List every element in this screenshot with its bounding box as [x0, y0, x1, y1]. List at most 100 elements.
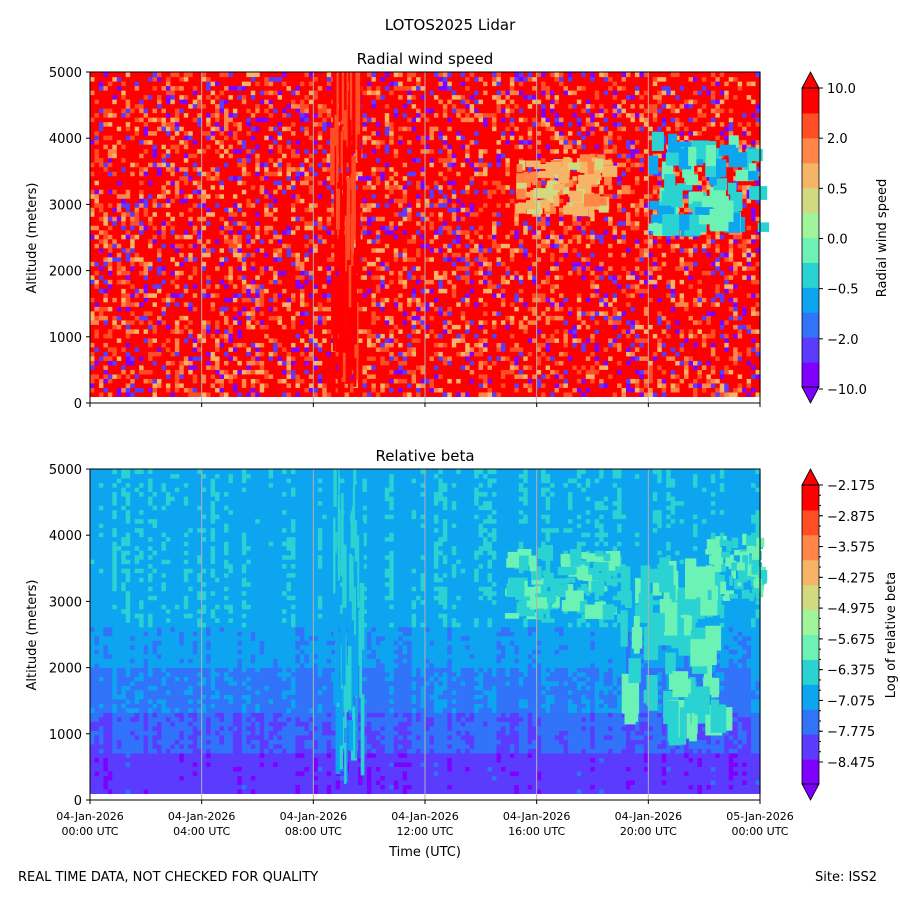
heatmap-cell	[353, 166, 359, 172]
heatmap-cell	[366, 319, 372, 325]
heatmap-cell	[291, 112, 297, 118]
heatmap-cell	[259, 279, 265, 285]
heatmap-cell	[371, 211, 377, 217]
heatmap-cell	[165, 387, 171, 393]
heatmap-cell	[179, 324, 185, 330]
heatmap-cell	[103, 198, 109, 204]
heatmap-cell	[174, 270, 180, 276]
heatmap-cell	[188, 234, 194, 240]
heatmap-cell	[192, 193, 198, 199]
heatmap-cell	[192, 261, 198, 267]
heatmap-cell	[165, 198, 171, 204]
heatmap-cell	[125, 378, 131, 384]
heatmap-cell	[237, 324, 243, 330]
heatmap-cell	[210, 337, 216, 343]
heatmap-cell	[121, 189, 127, 195]
heatmap-cell	[299, 256, 305, 262]
heatmap-cell	[121, 148, 127, 154]
heatmap-cell	[201, 175, 207, 181]
heatmap-cell	[268, 378, 274, 384]
heatmap-cell	[282, 247, 288, 253]
heatmap-cell	[322, 207, 328, 213]
heatmap-cell	[237, 202, 243, 208]
heatmap-cell	[291, 202, 297, 208]
heatmap-cell	[228, 378, 234, 384]
heatmap-cell	[219, 153, 225, 159]
heatmap-cell	[188, 166, 194, 172]
heatmap-cell	[219, 211, 225, 217]
heatmap-cell	[237, 211, 243, 217]
heatmap-cell	[264, 207, 270, 213]
heatmap-cell	[143, 279, 149, 285]
heatmap-cell	[291, 108, 297, 114]
heatmap-cell	[215, 297, 221, 303]
heatmap-cell	[210, 193, 216, 199]
heatmap-cell	[197, 369, 203, 375]
heatmap-cell	[161, 207, 167, 213]
heatmap-cell	[282, 328, 288, 334]
heatmap-cell	[152, 166, 158, 172]
heatmap-cell	[210, 130, 216, 136]
heatmap-cell	[116, 342, 122, 348]
heatmap-cell	[143, 355, 149, 361]
heatmap-cell	[143, 270, 149, 276]
heatmap-cell	[224, 189, 230, 195]
heatmap-cell	[358, 184, 364, 190]
figure-suptitle: LOTOS2025 Lidar	[385, 16, 516, 34]
heatmap-cell	[134, 382, 140, 388]
heatmap-cell	[157, 315, 163, 321]
heatmap-cell	[125, 175, 131, 181]
heatmap-cell	[170, 247, 176, 253]
heatmap-cell	[197, 144, 203, 150]
heatmap-cell	[398, 310, 404, 316]
heatmap-cell	[192, 162, 198, 168]
heatmap-cell	[228, 288, 234, 294]
heatmap-cell	[148, 157, 154, 163]
heatmap-cell	[179, 220, 185, 226]
heatmap-cell	[241, 319, 247, 325]
heatmap-cell	[299, 301, 305, 307]
heatmap-cell	[179, 72, 185, 78]
heatmap-cell	[192, 310, 198, 316]
heatmap-cell	[174, 184, 180, 190]
heatmap-cell	[125, 252, 131, 258]
heatmap-cell	[264, 319, 270, 325]
heatmap-cell	[277, 234, 283, 240]
heatmap-cell	[179, 378, 185, 384]
heatmap-cell	[273, 373, 279, 379]
heatmap-cell	[393, 306, 399, 312]
heatmap-cell	[380, 90, 386, 96]
heatmap-cell	[116, 148, 122, 154]
heatmap-cell	[250, 387, 256, 393]
heatmap-cell	[259, 85, 265, 91]
heatmap-cell	[125, 135, 131, 141]
heatmap-cell	[139, 90, 145, 96]
heatmap-cell	[192, 112, 198, 118]
heatmap-cell	[219, 112, 225, 118]
heatmap-cell	[103, 211, 109, 217]
heatmap-cell	[161, 234, 167, 240]
heatmap-cell	[255, 243, 261, 249]
heatmap-cell	[295, 274, 301, 280]
heatmap-cell	[201, 117, 207, 123]
heatmap-cell	[228, 175, 234, 181]
heatmap-cell	[103, 234, 109, 240]
heatmap-cell	[362, 76, 368, 82]
heatmap-cell	[375, 319, 381, 325]
heatmap-cell	[170, 108, 176, 114]
heatmap-cell	[201, 162, 207, 168]
heatmap-cell	[255, 288, 261, 294]
heatmap-cell	[250, 220, 256, 226]
heatmap-cell	[398, 355, 404, 361]
heatmap-cell	[375, 162, 381, 168]
heatmap-cell	[134, 238, 140, 244]
heatmap-cell	[326, 247, 332, 253]
heatmap-cell	[161, 378, 167, 384]
heatmap-cell	[371, 139, 377, 145]
heatmap-cell	[273, 319, 279, 325]
heatmap-cell	[322, 283, 328, 289]
heatmap-cell	[179, 283, 185, 289]
heatmap-cell	[273, 220, 279, 226]
heatmap-cell	[371, 382, 377, 388]
heatmap-cell	[206, 135, 212, 141]
